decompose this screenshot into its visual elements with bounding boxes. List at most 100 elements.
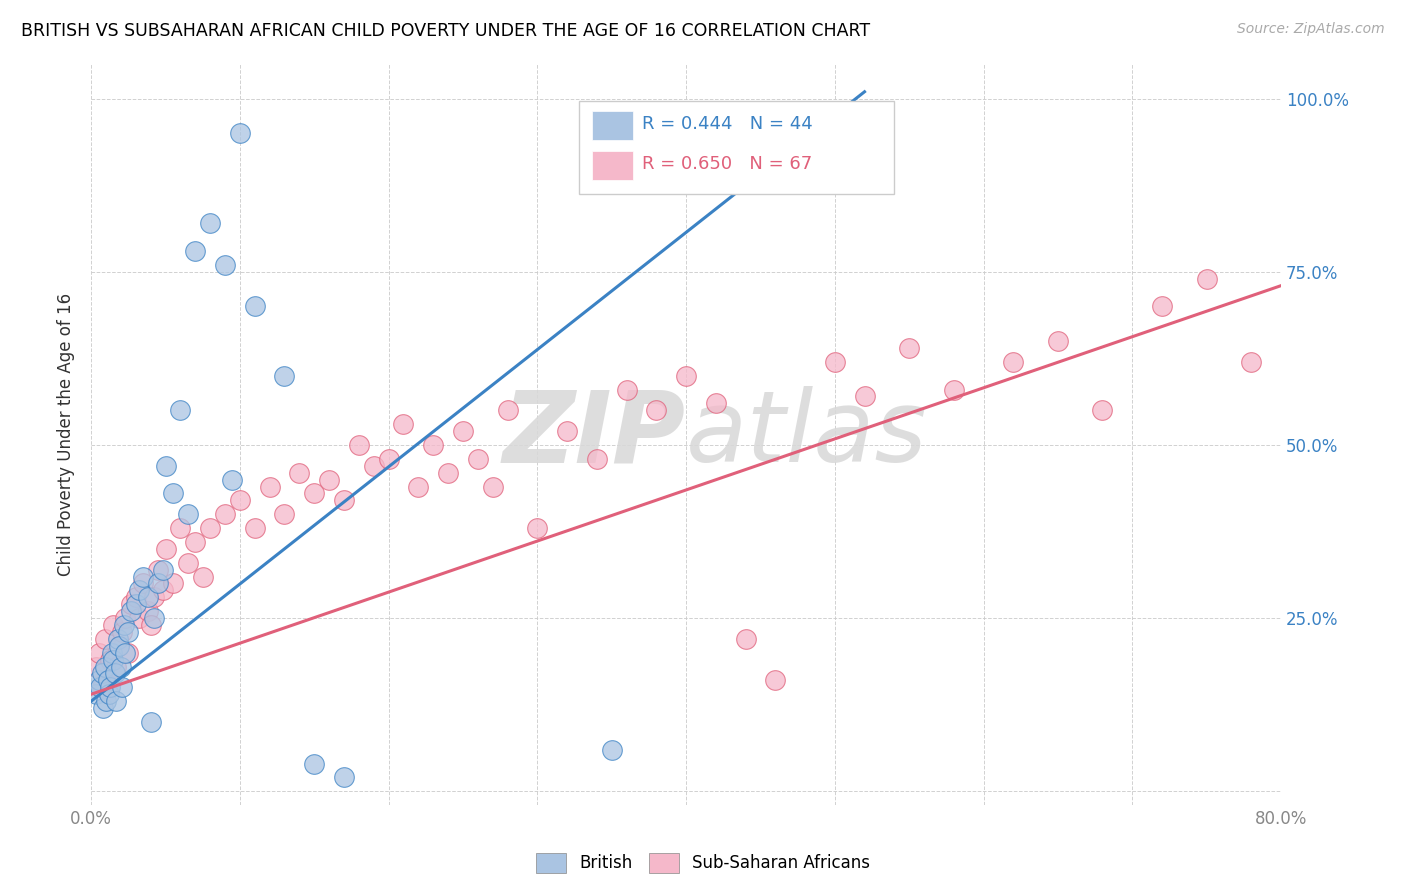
Point [302,486,325,500]
Text: ZIP: ZIP [503,386,686,483]
Point [169,403,191,417]
Point [363,458,385,473]
Point [288,466,311,480]
Point [98,687,121,701]
FancyBboxPatch shape [579,101,894,194]
Point [616,383,638,397]
Point [184,244,207,258]
Point [645,403,668,417]
Point [333,770,356,784]
Text: atlas: atlas [686,386,928,483]
Point [142,611,165,625]
Point [146,576,169,591]
Point [90,666,112,681]
Point [555,424,578,438]
Point [111,681,134,695]
Point [87,673,110,688]
Point [110,659,132,673]
Point [600,742,623,756]
Point [214,507,236,521]
Point [142,591,165,605]
Point [152,583,174,598]
Point [117,624,139,639]
Point [103,653,125,667]
Point [93,632,115,646]
Point [104,666,127,681]
Point [243,300,266,314]
Point [229,126,252,140]
Text: BRITISH VS SUBSAHARAN AFRICAN CHILD POVERTY UNDER THE AGE OF 16 CORRELATION CHAR: BRITISH VS SUBSAHARAN AFRICAN CHILD POVE… [21,22,870,40]
Point [496,403,519,417]
Legend: British, Sub-Saharan Africans: British, Sub-Saharan Africans [529,847,877,880]
Point [96,673,118,688]
Point [942,383,965,397]
Point [273,368,295,383]
Point [467,451,489,466]
Point [184,535,207,549]
Point [105,659,128,673]
Point [89,681,111,695]
Point [84,687,107,701]
Point [704,396,727,410]
Point [734,632,756,646]
Point [1195,271,1218,285]
Point [221,473,243,487]
Point [162,486,184,500]
Point [84,659,107,673]
Point [1046,334,1069,348]
Y-axis label: Child Poverty Under the Age of 16: Child Poverty Under the Age of 16 [58,293,75,576]
Point [214,258,236,272]
Point [198,216,221,230]
Point [1091,403,1114,417]
Point [191,569,214,583]
Point [101,646,124,660]
Text: R = 0.444   N = 44: R = 0.444 N = 44 [643,115,813,133]
Point [1240,355,1263,369]
Point [91,701,114,715]
Point [481,479,503,493]
Point [128,583,150,598]
Point [422,438,444,452]
Text: Source: ZipAtlas.com: Source: ZipAtlas.com [1237,22,1385,37]
Point [259,479,281,493]
Point [347,438,370,452]
Point [114,611,136,625]
FancyBboxPatch shape [592,151,633,180]
Point [824,355,846,369]
Text: R = 0.650   N = 67: R = 0.650 N = 67 [643,155,813,173]
Point [273,507,295,521]
Point [139,714,162,729]
Point [125,591,148,605]
Point [408,479,430,493]
Point [152,563,174,577]
Point [93,659,115,673]
Point [155,458,177,473]
Point [302,756,325,771]
Point [120,604,142,618]
Point [108,639,131,653]
Point [111,624,134,639]
Point [763,673,786,688]
Point [162,576,184,591]
Point [318,473,340,487]
Point [853,389,876,403]
Point [169,521,191,535]
Point [100,681,122,695]
Point [898,341,921,355]
Point [585,451,607,466]
Point [377,451,399,466]
Point [112,618,135,632]
FancyBboxPatch shape [592,111,633,140]
Point [103,618,125,632]
Point [1002,355,1025,369]
Point [96,673,118,688]
Point [108,639,131,653]
Point [333,493,356,508]
Point [155,541,177,556]
Point [90,681,112,695]
Point [114,646,136,660]
Point [229,493,252,508]
Point [87,646,110,660]
Point [139,618,162,632]
Point [437,466,460,480]
